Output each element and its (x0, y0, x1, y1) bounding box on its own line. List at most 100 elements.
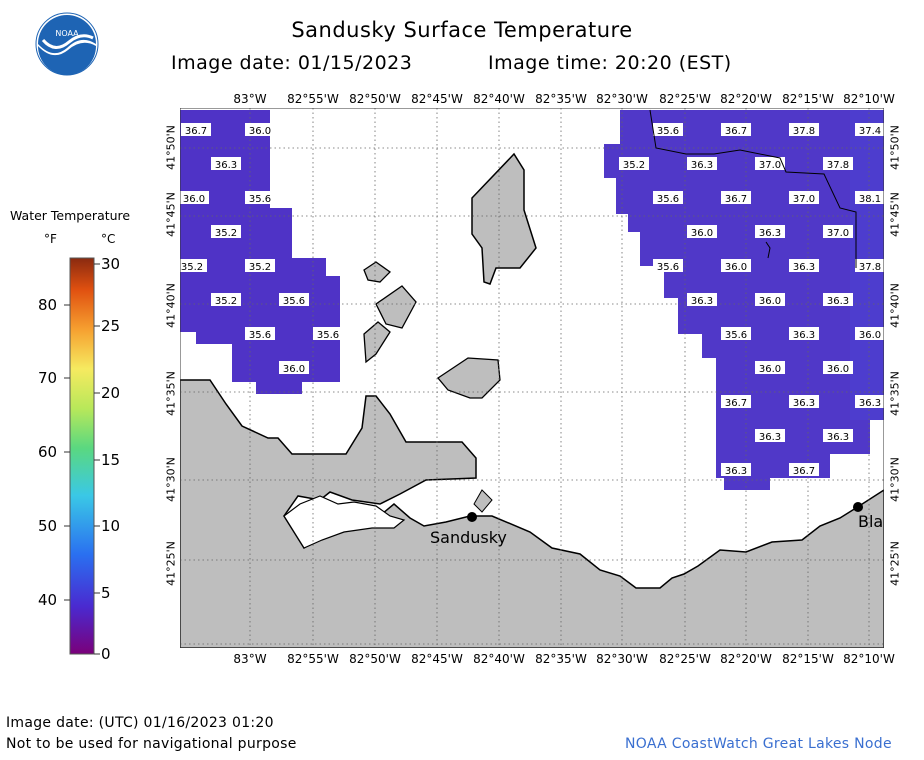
svg-text:36.0: 36.0 (827, 364, 849, 375)
temperature-label: 37.4 (855, 123, 884, 137)
lon-label: 82°30'W (596, 92, 648, 106)
lon-label: 82°50'W (349, 92, 401, 106)
water-west (180, 110, 340, 394)
legend-f-70: 70 (38, 369, 58, 387)
lon-label: 83°W (233, 652, 267, 666)
svg-text:35.2: 35.2 (215, 296, 237, 307)
svg-text:36.0: 36.0 (249, 126, 271, 137)
svg-text:35.6: 35.6 (283, 296, 305, 307)
temperature-label: 36.3 (755, 225, 785, 239)
svg-text:36.3: 36.3 (725, 466, 747, 477)
legend-title: Water Temperature (10, 208, 131, 223)
svg-text:36.3: 36.3 (827, 296, 849, 307)
svg-text:35.2: 35.2 (249, 262, 271, 273)
temperature-label: 35.6 (245, 327, 275, 341)
svg-text:36.3: 36.3 (759, 228, 781, 239)
lat-label: 41°25'N (164, 541, 178, 586)
lon-label: 82°25'W (659, 92, 711, 106)
temperature-label: 36.0 (245, 123, 275, 137)
temperature-label: 35.6 (653, 123, 683, 137)
lat-label: 41°30'N (164, 457, 178, 502)
temperature-label: 36.3 (687, 293, 717, 307)
temperature-label: 36.0 (755, 293, 785, 307)
temperature-label: 36.0 (279, 361, 309, 375)
svg-text:36.0: 36.0 (759, 296, 781, 307)
island-kelleys (471, 152, 537, 285)
temperature-label: 36.0 (855, 327, 884, 341)
svg-text:37.8: 37.8 (793, 126, 815, 137)
lon-label: 82°10'W (843, 652, 895, 666)
svg-text:36.3: 36.3 (691, 296, 713, 307)
sandusky-bay (283, 495, 406, 549)
svg-text:36.7: 36.7 (725, 398, 747, 409)
sandusky-dot (467, 512, 477, 522)
lat-label: 41°40'N (888, 283, 902, 328)
temperature-label: 36.0 (687, 225, 717, 239)
svg-text:36.0: 36.0 (691, 228, 713, 239)
temperature-label: 37.8 (789, 123, 819, 137)
temperature-label: 36.3 (211, 157, 241, 171)
lon-label: 82°40'W (473, 652, 525, 666)
lon-label: 82°30'W (596, 652, 648, 666)
svg-text:36.3: 36.3 (759, 432, 781, 443)
temperature-label: 36.3 (823, 293, 853, 307)
temperature-label: 36.7 (181, 123, 211, 137)
noaa-logo: NOAA (35, 12, 99, 76)
noaa-logo-text: NOAA (55, 29, 79, 38)
temperature-label: 35.6 (653, 259, 683, 273)
color-bar (69, 257, 95, 655)
legend-c-25: 25 (101, 317, 121, 335)
svg-text:36.7: 36.7 (725, 194, 747, 205)
svg-text:35.6: 35.6 (249, 194, 271, 205)
temperature-label: 36.3 (755, 429, 785, 443)
color-scale (64, 257, 100, 655)
footer-credit: NOAA CoastWatch Great Lakes Node (625, 736, 892, 752)
lon-label: 82°40'W (473, 92, 525, 106)
temperature-label: 36.3 (823, 429, 853, 443)
lon-label: 82°25'W (659, 652, 711, 666)
label-bla: Bla (858, 512, 884, 531)
image-date-label: Image date: 01/15/2023 (171, 52, 413, 74)
svg-text:36.0: 36.0 (725, 262, 747, 273)
legend-c-5: 5 (101, 584, 111, 602)
footer-disclaimer: Not to be used for navigational purpose (6, 736, 297, 752)
temperature-labels: 36.7 36.0 36.3 36.0 35.6 35.2 35.2 35.2 35.2 35.6… (180, 123, 884, 477)
temperature-label: 35.2 (211, 225, 241, 239)
temperature-label: 37.0 (789, 191, 819, 205)
image-time-label: Image time: 20:20 (EST) (488, 52, 732, 74)
temperature-label: 35.2 (180, 259, 207, 273)
lat-label: 41°30'N (888, 457, 902, 502)
temperature-label: 38.1 (855, 191, 884, 205)
svg-text:36.7: 36.7 (185, 126, 207, 137)
lon-label: 82°45'W (411, 92, 463, 106)
temperature-label: 36.3 (789, 259, 819, 273)
map-title: Sandusky Surface Temperature (291, 18, 633, 42)
lat-label: 41°50'N (888, 125, 902, 170)
lon-label: 82°50'W (349, 652, 401, 666)
svg-text:37.4: 37.4 (859, 126, 881, 137)
svg-text:36.3: 36.3 (691, 160, 713, 171)
svg-text:36.3: 36.3 (827, 432, 849, 443)
svg-text:36.3: 36.3 (793, 330, 815, 341)
svg-text:35.6: 35.6 (249, 330, 271, 341)
island-c (363, 321, 391, 364)
temperature-label: 36.3 (789, 395, 819, 409)
temperature-label: 36.3 (789, 327, 819, 341)
legend-f-60: 60 (38, 443, 58, 461)
lat-label: 41°40'N (164, 283, 178, 328)
legend-f-80: 80 (38, 296, 58, 314)
island-d (437, 357, 501, 399)
lat-label: 41°35'N (164, 371, 178, 416)
lon-label: 82°35'W (535, 652, 587, 666)
legend-unit-c: °C (101, 232, 116, 246)
footer-utc-date: Image date: (UTC) 01/16/2023 01:20 (6, 715, 274, 731)
lat-label: 41°45'N (888, 192, 902, 237)
lon-label: 82°20'W (720, 652, 772, 666)
lon-label: 82°15'W (782, 92, 834, 106)
temperature-label: 36.7 (721, 123, 751, 137)
temperature-label: 35.6 (245, 191, 275, 205)
svg-text:35.6: 35.6 (657, 194, 679, 205)
temperature-label: 36.3 (721, 463, 751, 477)
lon-label: 83°W (233, 92, 267, 106)
legend-c-30: 30 (101, 255, 121, 273)
